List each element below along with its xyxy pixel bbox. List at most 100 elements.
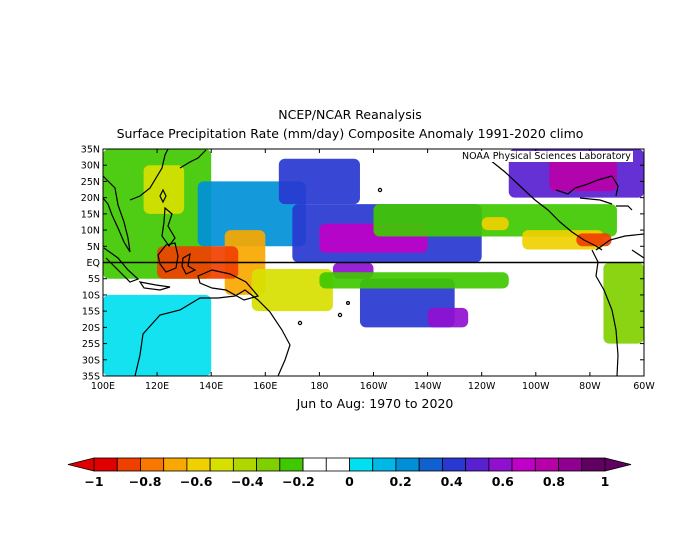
colorbar-tick-label: −1 <box>84 474 103 489</box>
anomaly-region <box>481 217 509 231</box>
anomaly-region <box>481 294 604 376</box>
coastline-java <box>138 281 171 291</box>
x-tick-label: 100E <box>91 381 115 392</box>
coastline-new-guinea <box>197 269 260 301</box>
colorbar-swatch <box>558 457 583 472</box>
colorbar-tick-label: −0.8 <box>129 474 162 489</box>
coastline-brazil <box>631 249 644 259</box>
y-tick-label: 35S <box>82 372 100 383</box>
anomaly-region <box>143 165 185 214</box>
colorbar-swatch <box>442 457 467 472</box>
coastline-japan <box>179 149 207 169</box>
colorbar-tick-label: 0.2 <box>390 474 412 489</box>
colorbar-swatch <box>186 457 211 472</box>
colorbar-swatch <box>418 457 443 472</box>
coastline-sumatra-java <box>103 247 140 283</box>
x-tick-label: 120E <box>145 381 169 392</box>
colorbar-tick-label: 0 <box>345 474 354 489</box>
x-tick-label: 100W <box>522 381 550 392</box>
y-tick-label: 10S <box>82 290 100 301</box>
colorbar-swatch <box>488 457 513 472</box>
colorbar-tick-label: −0.4 <box>231 474 264 489</box>
y-tick-label: 15N <box>81 209 100 220</box>
colorbar-tick-label: −0.6 <box>180 474 213 489</box>
colorbar-swatch <box>465 457 490 472</box>
anomaly-region <box>103 294 212 376</box>
coastline-mexico-central-america <box>489 159 603 251</box>
coastline-hispaniola <box>616 205 633 211</box>
coastline-south-america-west <box>591 249 619 376</box>
anomaly-region <box>278 158 360 205</box>
x-tick-label: 80W <box>579 381 601 392</box>
colorbar-tick-label: −0.2 <box>282 474 315 489</box>
x-tick-label: 140W <box>414 381 442 392</box>
island-hawaii <box>377 187 383 193</box>
chart-subtitle: Surface Precipitation Rate (mm/day) Comp… <box>116 126 584 141</box>
coastline-philippines <box>161 206 176 248</box>
colorbar-swatch <box>163 457 188 472</box>
colorbar-swatch <box>511 457 536 472</box>
colorbar-swatch <box>279 457 304 472</box>
colorbar-swatch <box>209 457 234 472</box>
colorbar-swatch <box>534 457 559 472</box>
y-tick-label: 20S <box>82 323 100 334</box>
coastline-china <box>129 149 169 201</box>
colorbar-swatch <box>116 457 141 472</box>
anomaly-region <box>576 233 612 247</box>
colorbar-swatch <box>232 457 257 472</box>
colorbar-arrow-low <box>67 457 95 472</box>
x-tick-label: 60W <box>633 381 655 392</box>
x-tick-label: 160W <box>360 381 388 392</box>
colorbar-swatch <box>325 457 350 472</box>
anomaly-region <box>319 272 509 289</box>
colorbar-swatch <box>372 457 397 472</box>
colorbar-tick-label: 0.8 <box>543 474 565 489</box>
anomaly-field <box>103 149 644 376</box>
colorbar-tick-label: 0.4 <box>441 474 463 489</box>
colorbar-swatch <box>256 457 281 472</box>
colorbar-swatch <box>581 457 606 472</box>
x-tick-label: 160E <box>253 381 277 392</box>
colorbar-tick-label: 1 <box>601 474 610 489</box>
latitude-axis: 35N 30N 25N 20N 15N 10N 5N EQ 5S 10S 15S 20S 25S 30S 3… <box>81 145 644 383</box>
y-tick-label: 10N <box>81 226 100 237</box>
x-tick-label: 120W <box>468 381 496 392</box>
colorbar-swatch <box>395 457 420 472</box>
colorbar-swatch <box>349 457 374 472</box>
y-tick-label: 25N <box>81 177 100 188</box>
y-tick-label: 25S <box>82 339 100 350</box>
longitude-axis: 100E 120E 140E 160E 180 160W 140W 120W 100W 80W 60… <box>91 149 655 392</box>
coastline-cuba <box>579 197 613 205</box>
coastline-sulawesi <box>181 252 197 275</box>
anomaly-region <box>549 158 617 192</box>
coastline-mainland-asia <box>103 175 131 253</box>
colorbar-swatch <box>302 457 327 472</box>
coastline-gulf-mexico <box>555 175 613 195</box>
credit-label: NOAA Physical Sciences Laboratory <box>460 151 633 162</box>
y-tick-label: 15S <box>82 307 100 318</box>
colorbar: −1 −0.8 −0.6 −0.4 −0.2 0 0.2 0.4 0.6 0.8 1 <box>67 457 632 489</box>
colorbar-tick-label: 0.6 <box>492 474 514 489</box>
coastlines <box>103 149 644 376</box>
y-tick-label: 20N <box>81 193 100 204</box>
y-tick-label: 30N <box>81 161 100 172</box>
y-tick-label: 5N <box>87 242 100 253</box>
y-tick-label: 35N <box>81 145 100 156</box>
coastline-florida <box>611 175 619 197</box>
y-tick-label: 30S <box>82 355 100 366</box>
coastline-taiwan <box>159 188 167 204</box>
chart-title: NCEP/NCAR Reanalysis <box>278 107 422 122</box>
colorbar-swatch <box>140 457 165 472</box>
y-tick-label: 5S <box>88 274 100 285</box>
anomaly-region <box>603 262 644 344</box>
anomaly-region <box>427 307 469 328</box>
colorbar-arrow-high <box>604 457 632 472</box>
period-label: Jun to Aug: 1970 to 2020 <box>296 396 454 411</box>
island-fiji <box>337 312 343 318</box>
anomaly-region <box>251 268 333 312</box>
island-samoa <box>346 301 351 306</box>
island-new-caledonia <box>297 320 303 326</box>
x-tick-label: 140E <box>199 381 223 392</box>
coastline-australia <box>134 289 291 376</box>
